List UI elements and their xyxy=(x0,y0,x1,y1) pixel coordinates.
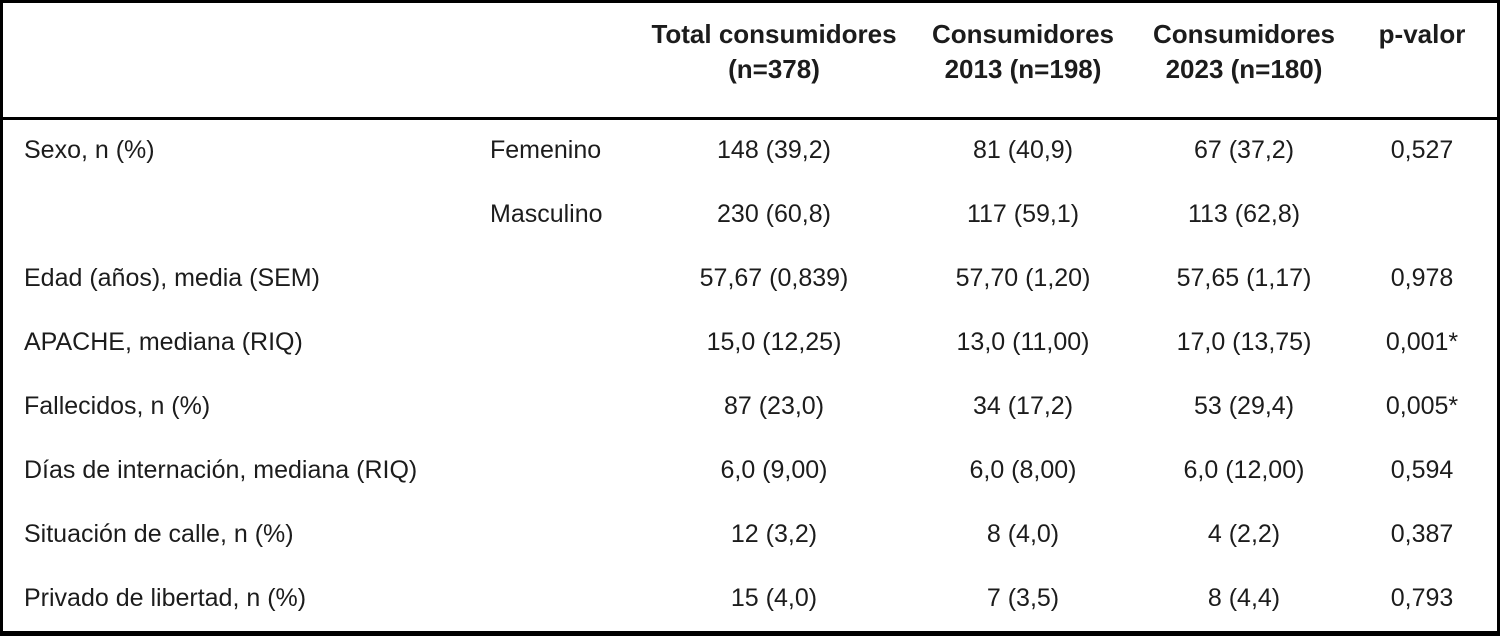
table-row: Situación de calle, n (%) 12 (3,2) 8 (4,0)… xyxy=(3,503,1497,567)
cell-2023-value: 6,0 (12,00) xyxy=(1183,456,1305,485)
header-consumers-2023-line2: 2023 (n=180) xyxy=(1165,54,1323,84)
table-row: Privado de libertad, n (%) 15 (4,0) 7 (3,5… xyxy=(3,567,1497,631)
cell-variable-label: Sexo, n (%) xyxy=(24,136,155,165)
cell-2023-value: 57,65 (1,17) xyxy=(1176,263,1312,292)
cell-total-value: 15 (4,0) xyxy=(730,584,818,613)
cell-p-value: 0,387 xyxy=(1390,520,1454,549)
cell-2023-value: 8 (4,4) xyxy=(1207,584,1281,613)
cell-category-label: Masculino xyxy=(490,199,603,228)
cell-variable-label: APACHE, mediana (RIQ) xyxy=(24,327,303,356)
header-total-consumers: Total consumidores (n=378) xyxy=(643,3,905,120)
header-category-empty xyxy=(471,3,643,120)
header-consumers-2023-line1: Consumidores xyxy=(1152,19,1336,49)
cell-total-value: 148 (39,2) xyxy=(717,136,831,165)
cell-total-value: 230 (60,8) xyxy=(717,199,831,228)
header-consumers-2013-line2: 2013 (n=198) xyxy=(944,54,1102,84)
header-p-value: p-valor xyxy=(1347,3,1497,120)
header-total-consumers-line2: (n=378) xyxy=(728,54,820,84)
header-consumers-2013-line1: Consumidores xyxy=(931,19,1115,49)
cell-variable-label: Fallecidos, n (%) xyxy=(24,392,211,421)
cell-2023-value: 113 (62,8) xyxy=(1187,199,1301,228)
table-body: Sexo, n (%) Femenino 148 (39,2) 81 (40,9) 67… xyxy=(3,118,1497,631)
cell-category-label xyxy=(471,246,643,310)
cell-2013-value: 13,0 (11,00) xyxy=(956,327,1090,356)
cell-2023-value: 4 (2,2) xyxy=(1207,520,1281,549)
table-row: Edad (años), media (SEM) 57,67 (0,839) 57,… xyxy=(3,246,1497,310)
cell-p-value: 0,978 xyxy=(1390,263,1454,292)
cell-variable-label: Privado de libertad, n (%) xyxy=(24,584,307,613)
table-row: Masculino 230 (60,8) 117 (59,1) 113 (62,8) xyxy=(3,182,1497,246)
cell-2013-value: 34 (17,2) xyxy=(972,392,1074,421)
cell-p-value: 0,001* xyxy=(1385,327,1459,356)
cell-2013-value: 6,0 (8,00) xyxy=(969,456,1077,485)
cell-category-label xyxy=(471,567,643,631)
cell-p-value xyxy=(1347,182,1497,246)
table-row: Sexo, n (%) Femenino 148 (39,2) 81 (40,9) 67… xyxy=(3,118,1497,182)
header-consumers-2013: Consumidores 2013 (n=198) xyxy=(905,3,1141,120)
cell-category-label xyxy=(471,503,643,567)
cell-2013-value: 8 (4,0) xyxy=(986,520,1060,549)
header-total-consumers-line1: Total consumidores xyxy=(651,19,897,49)
cell-p-value: 0,005* xyxy=(1385,392,1459,421)
table-row: Fallecidos, n (%) 87 (23,0) 34 (17,2) 53 (2… xyxy=(3,375,1497,439)
cell-2023-value: 53 (29,4) xyxy=(1193,392,1295,421)
cell-p-value: 0,527 xyxy=(1390,136,1454,165)
cell-2023-value: 17,0 (13,75) xyxy=(1176,327,1312,356)
header-consumers-2023: Consumidores 2023 (n=180) xyxy=(1141,3,1347,120)
cell-category-label xyxy=(471,439,643,503)
cell-total-value: 12 (3,2) xyxy=(730,520,818,549)
cell-2013-value: 81 (40,9) xyxy=(972,136,1074,165)
table-row: APACHE, mediana (RIQ) 15,0 (12,25) 13,0 (1… xyxy=(3,310,1497,374)
cell-total-value: 87 (23,0) xyxy=(723,392,825,421)
cell-variable-label: Situación de calle, n (%) xyxy=(24,520,294,549)
table-row: Días de internación, mediana (RIQ) 6,0 (9… xyxy=(3,439,1497,503)
cell-variable-label xyxy=(3,182,471,246)
cell-category-label xyxy=(471,310,643,374)
cell-2013-value: 7 (3,5) xyxy=(986,584,1060,613)
cell-2013-value: 117 (59,1) xyxy=(966,199,1080,228)
cell-total-value: 15,0 (12,25) xyxy=(706,327,842,356)
header-row: Total consumidores (n=378) Consumidores … xyxy=(3,3,1497,120)
cell-category-label xyxy=(471,375,643,439)
header-p-value-line1: p-valor xyxy=(1378,19,1466,49)
cell-p-value: 0,594 xyxy=(1390,456,1454,485)
cell-category-label: Femenino xyxy=(490,136,602,165)
cell-variable-label: Días de internación, mediana (RIQ) xyxy=(24,456,418,485)
cell-2013-value: 57,70 (1,20) xyxy=(955,263,1091,292)
consumers-comparison-table: Total consumidores (n=378) Consumidores … xyxy=(3,3,1497,631)
cell-total-value: 6,0 (9,00) xyxy=(720,456,828,485)
cell-variable-label: Edad (años), media (SEM) xyxy=(24,263,320,292)
cell-p-value: 0,793 xyxy=(1390,584,1454,613)
header-variable-empty xyxy=(3,3,471,120)
cell-total-value: 57,67 (0,839) xyxy=(699,263,849,292)
cell-2023-value: 67 (37,2) xyxy=(1193,136,1295,165)
